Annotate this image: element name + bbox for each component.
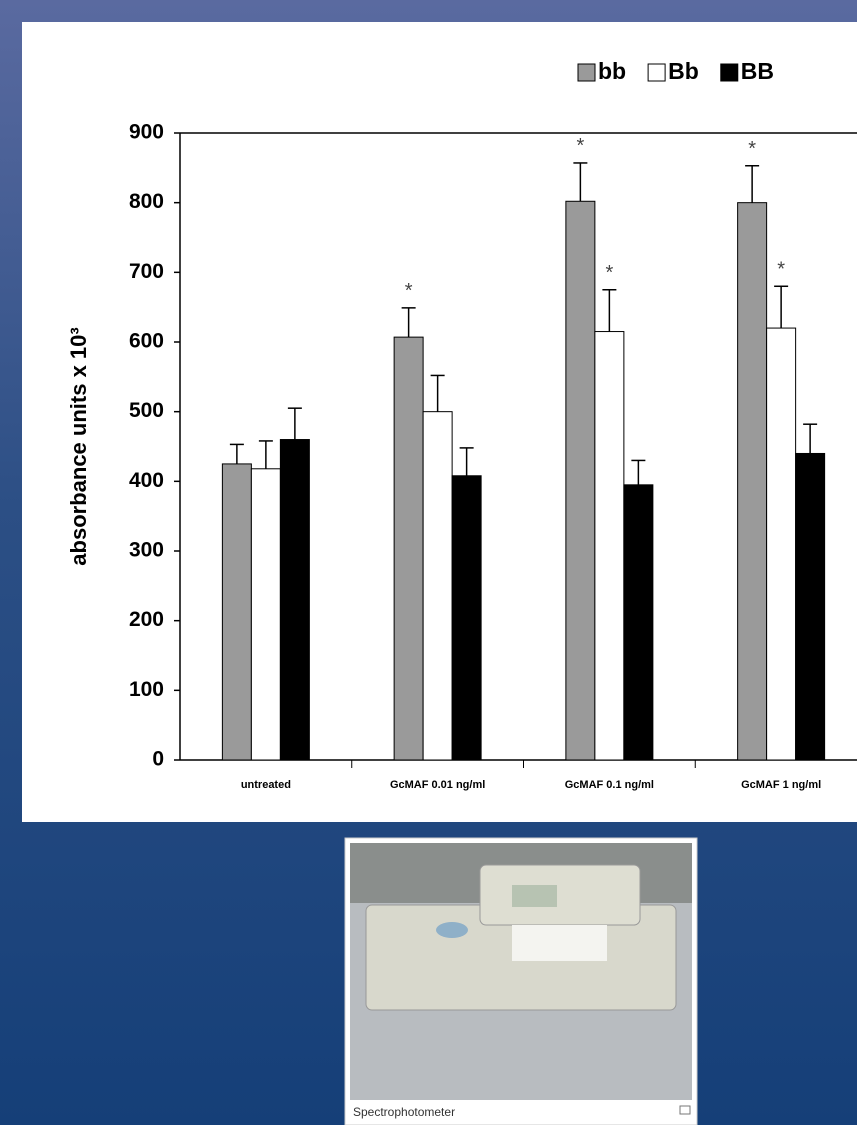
legend-label: Bb [668, 58, 699, 84]
x-tick-label: GcMAF 1 ng/ml [741, 779, 821, 791]
bar [738, 203, 767, 760]
y-tick-label: 300 [129, 539, 164, 562]
legend-swatch [578, 64, 595, 81]
legend-label: BB [741, 58, 774, 84]
legend-label: bb [598, 58, 626, 84]
bar [452, 476, 481, 760]
y-tick-label: 600 [129, 330, 164, 353]
significance-marker: * [777, 259, 785, 281]
legend-swatch [648, 64, 665, 81]
photo: Spectrophotometer [345, 838, 697, 1125]
y-tick-label: 400 [129, 469, 164, 492]
x-tick-label: GcMAF 0.01 ng/ml [390, 779, 485, 791]
page: 0 100 200 300 400 500 600 700 800 900 absorbance u… [0, 0, 857, 1125]
significance-marker: * [576, 135, 584, 157]
legend-swatch [721, 64, 738, 81]
bar [423, 412, 452, 760]
significance-marker: * [405, 280, 413, 302]
y-tick-label: 0 [152, 748, 164, 771]
y-tick-label: 900 [129, 121, 164, 144]
bar [624, 485, 653, 760]
bar [394, 337, 423, 760]
y-tick-label: 700 [129, 260, 164, 283]
slide: 0 100 200 300 400 500 600 700 800 900 absorbance u… [0, 0, 857, 1125]
photo-display [512, 885, 557, 907]
y-tick-label: 500 [129, 399, 164, 422]
significance-marker: * [748, 138, 756, 160]
photo-lid [436, 922, 468, 938]
photo-caption: Spectrophotometer [353, 1105, 455, 1119]
bar [796, 453, 825, 760]
y-axis-title: absorbance units x 10³ [66, 327, 91, 565]
photo-device-top [480, 865, 640, 925]
y-tick-label: 100 [129, 678, 164, 701]
bar [767, 328, 796, 760]
x-tick-label: GcMAF 0.1 ng/ml [565, 779, 654, 791]
bar [280, 440, 309, 760]
bar [251, 469, 280, 760]
significance-marker: * [605, 262, 613, 284]
x-tick-label: untreated [241, 779, 291, 791]
y-tick-label: 200 [129, 608, 164, 631]
bar [222, 464, 251, 760]
photo-paper [512, 925, 607, 961]
y-tick-label: 800 [129, 190, 164, 213]
bar [566, 201, 595, 760]
bar [595, 332, 624, 760]
